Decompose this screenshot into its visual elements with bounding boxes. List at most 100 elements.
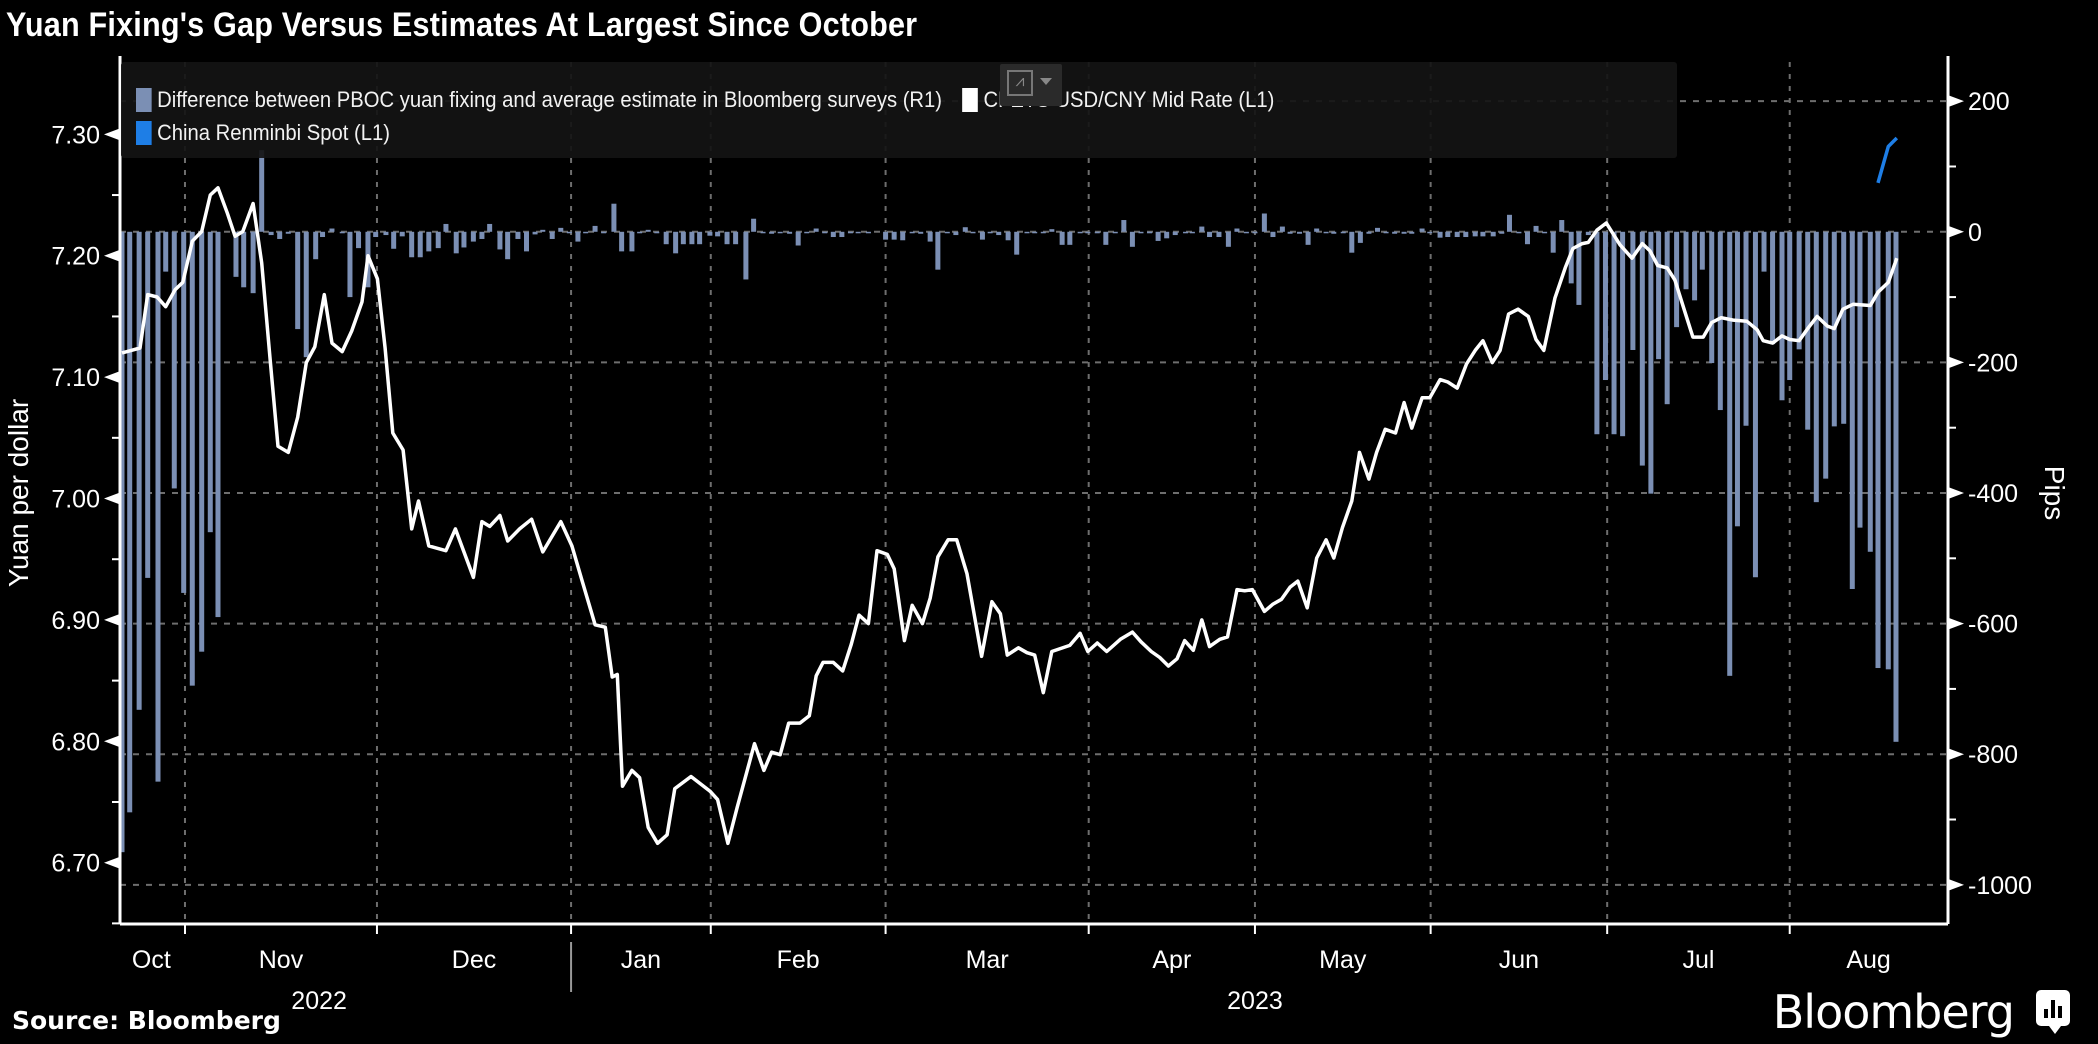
bar [583,231,589,234]
bar [268,231,274,236]
legend-label-spot: China Renminbi Spot (L1) [157,120,391,145]
bar [1094,231,1100,234]
legend-row-2: China Renminbi Spot (L1) [136,119,410,147]
bar [855,231,861,234]
spot-line [1876,136,1899,184]
right-tick-label: -800 [1968,741,2018,769]
bar [813,228,819,232]
bar [663,231,669,245]
bar [1550,231,1556,253]
right-tick-marker [1948,225,1964,238]
bar [1445,231,1451,238]
bar [470,231,476,242]
right-tick-label: -400 [1968,480,2018,508]
mid-rate-line [121,186,1899,846]
bar [1067,231,1073,245]
right-tick-label: -1000 [1968,872,2032,900]
bar [399,231,405,237]
bar [426,231,432,252]
bar [673,231,679,254]
bar [1699,231,1705,270]
month-label: May [1319,946,1367,974]
left-tick-label: 7.30 [51,121,100,149]
bar [1611,231,1617,435]
bar [1059,231,1065,245]
bar [1630,231,1636,350]
bar [1709,231,1715,364]
bar [1857,231,1863,528]
bar [1032,231,1038,234]
left-tick-label: 7.00 [51,486,100,514]
bar [189,231,195,686]
bar [830,231,836,238]
bar [1112,231,1118,234]
bar [1620,231,1626,437]
bar [329,228,335,232]
month-label: Feb [777,946,820,974]
left-tick-marker [104,492,120,505]
month-label: Jan [621,946,661,974]
bar [1692,231,1698,301]
bar [733,231,739,245]
bar [1849,231,1855,589]
bar [777,231,783,234]
bar [1454,231,1460,238]
bar [1648,231,1654,494]
bar [680,231,686,245]
bar [1427,231,1433,234]
bar [540,229,546,232]
left-tick-marker [104,856,120,869]
bar [970,231,976,234]
bar [1252,231,1258,234]
bar [171,231,177,489]
bar [1499,231,1505,234]
bar [909,231,915,234]
chart-title: Yuan Fixing's Gap Versus Estimates At La… [6,6,918,44]
bar [1576,231,1582,305]
bar [629,231,635,252]
bar [1340,231,1346,234]
bar [1349,231,1355,253]
bar [479,231,485,239]
legend-item-difference[interactable]: Difference between PBOC yuan fixing and … [136,87,942,113]
left-axis-title: Yuan per dollar [3,399,34,587]
legend-label-difference: Difference between PBOC yuan fixing and … [157,87,943,112]
bar [295,231,301,330]
bar [119,231,125,853]
axes: 7.30 7.20 7.10 7.00 6.90 6.80 6.70 200 0 -200 -400… [3,56,2070,1015]
gridlines [120,62,1948,924]
bar [1234,228,1240,232]
bar [1480,231,1486,237]
bar [787,231,793,234]
bar [654,231,660,234]
bar [1419,228,1425,232]
bar [409,231,415,258]
month-label: Mar [966,946,1009,974]
legend-item-spot[interactable]: China Renminbi Spot (L1) [136,120,390,146]
bar [1841,231,1847,424]
bar [356,231,362,249]
bar [601,231,607,234]
bar [1314,228,1320,232]
bar [524,231,530,252]
bar [1867,231,1873,552]
bar [1779,231,1785,401]
bar [1243,231,1249,234]
bar [461,231,467,248]
legend-box [121,62,1677,158]
line-series [121,136,1899,846]
bar [1297,231,1303,234]
bar [847,231,853,234]
bar [1490,231,1496,237]
chart-type-menu-button[interactable]: ⩘ [1000,64,1062,106]
bar [383,231,389,236]
bar [804,231,810,234]
bar [1199,226,1205,232]
bar [1155,231,1161,241]
bar [1014,231,1020,255]
bar [1085,231,1091,234]
bar [979,231,985,240]
bar [769,231,775,234]
bar [373,231,379,238]
bar [313,231,319,260]
